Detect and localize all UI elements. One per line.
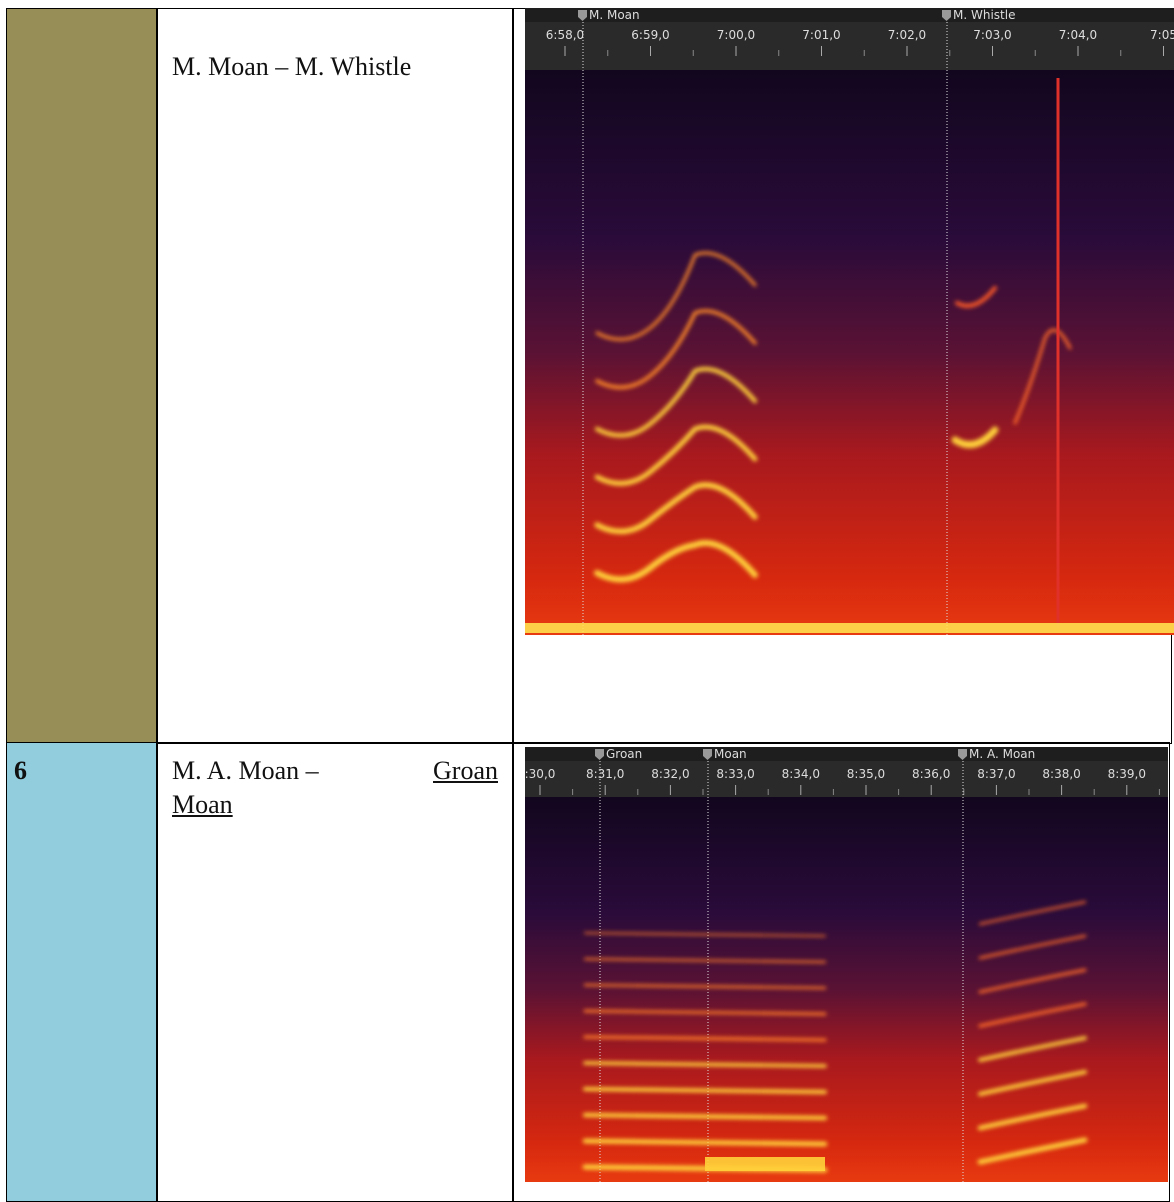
time-tick-label: 7:00,0 [717,28,755,42]
spectrum-body [525,797,1168,1182]
floor-band [705,1157,825,1171]
marker-label: M. Whistle [953,8,1015,22]
row-label: M. A. Moan – Groan Moan [172,754,498,822]
time-tick-label: 8:34,0 [782,767,820,781]
page: M. Moan – M. Whistle 6 M. A. Moan – Groan… [0,0,1174,1182]
marker-label: Groan [606,747,642,761]
number-cell [6,8,158,744]
time-tick-label: 8:36,0 [912,767,950,781]
row-label: M. Moan – M. Whistle [172,50,411,84]
time-tick-label: 6:59,0 [631,28,669,42]
marker-label: Moan [714,747,747,761]
number-cell [6,742,158,1202]
time-tick-label: 8:35,0 [847,767,885,781]
time-tick-label: 8:32,0 [651,767,689,781]
harmonic [585,1141,825,1144]
time-tick-label: :30,0 [525,767,555,781]
row-number: 6 [14,754,27,788]
marker-label: M. A. Moan [969,747,1035,761]
marker-label: M. Moan [589,8,640,22]
label-link-1: Groan [433,754,498,788]
time-tick-label: 8:31,0 [586,767,624,781]
time-tick-label: 7:03,0 [973,28,1011,42]
spectrogram: 6:58,0 6:59,0 7:00,0 7:01,0 7:02,0 7:03,0 7:04… [525,8,1174,635]
time-tick-label: 7:04,0 [1059,28,1097,42]
harmonic [585,1115,825,1118]
time-tick-label: 7:05 [1150,28,1174,42]
label-text: M. A. Moan – [172,754,319,788]
spectrogram: :30,0 8:31,0 8:32,0 8:33,0 8:34,0 8:35,0 8:36,… [525,747,1168,1182]
label-cell [156,8,514,744]
time-tick-label: 8:37,0 [977,767,1015,781]
floor-band [525,623,1174,633]
time-tick-label: 8:33,0 [716,767,754,781]
spectrum-body [525,70,1174,635]
time-tick-label: 7:01,0 [802,28,840,42]
time-tick-label: 7:02,0 [888,28,926,42]
label-link-2: Moan [172,790,233,819]
time-tick-label: 6:58,0 [546,28,584,42]
time-tick-label: 8:38,0 [1042,767,1080,781]
time-tick-label: 8:39,0 [1108,767,1146,781]
